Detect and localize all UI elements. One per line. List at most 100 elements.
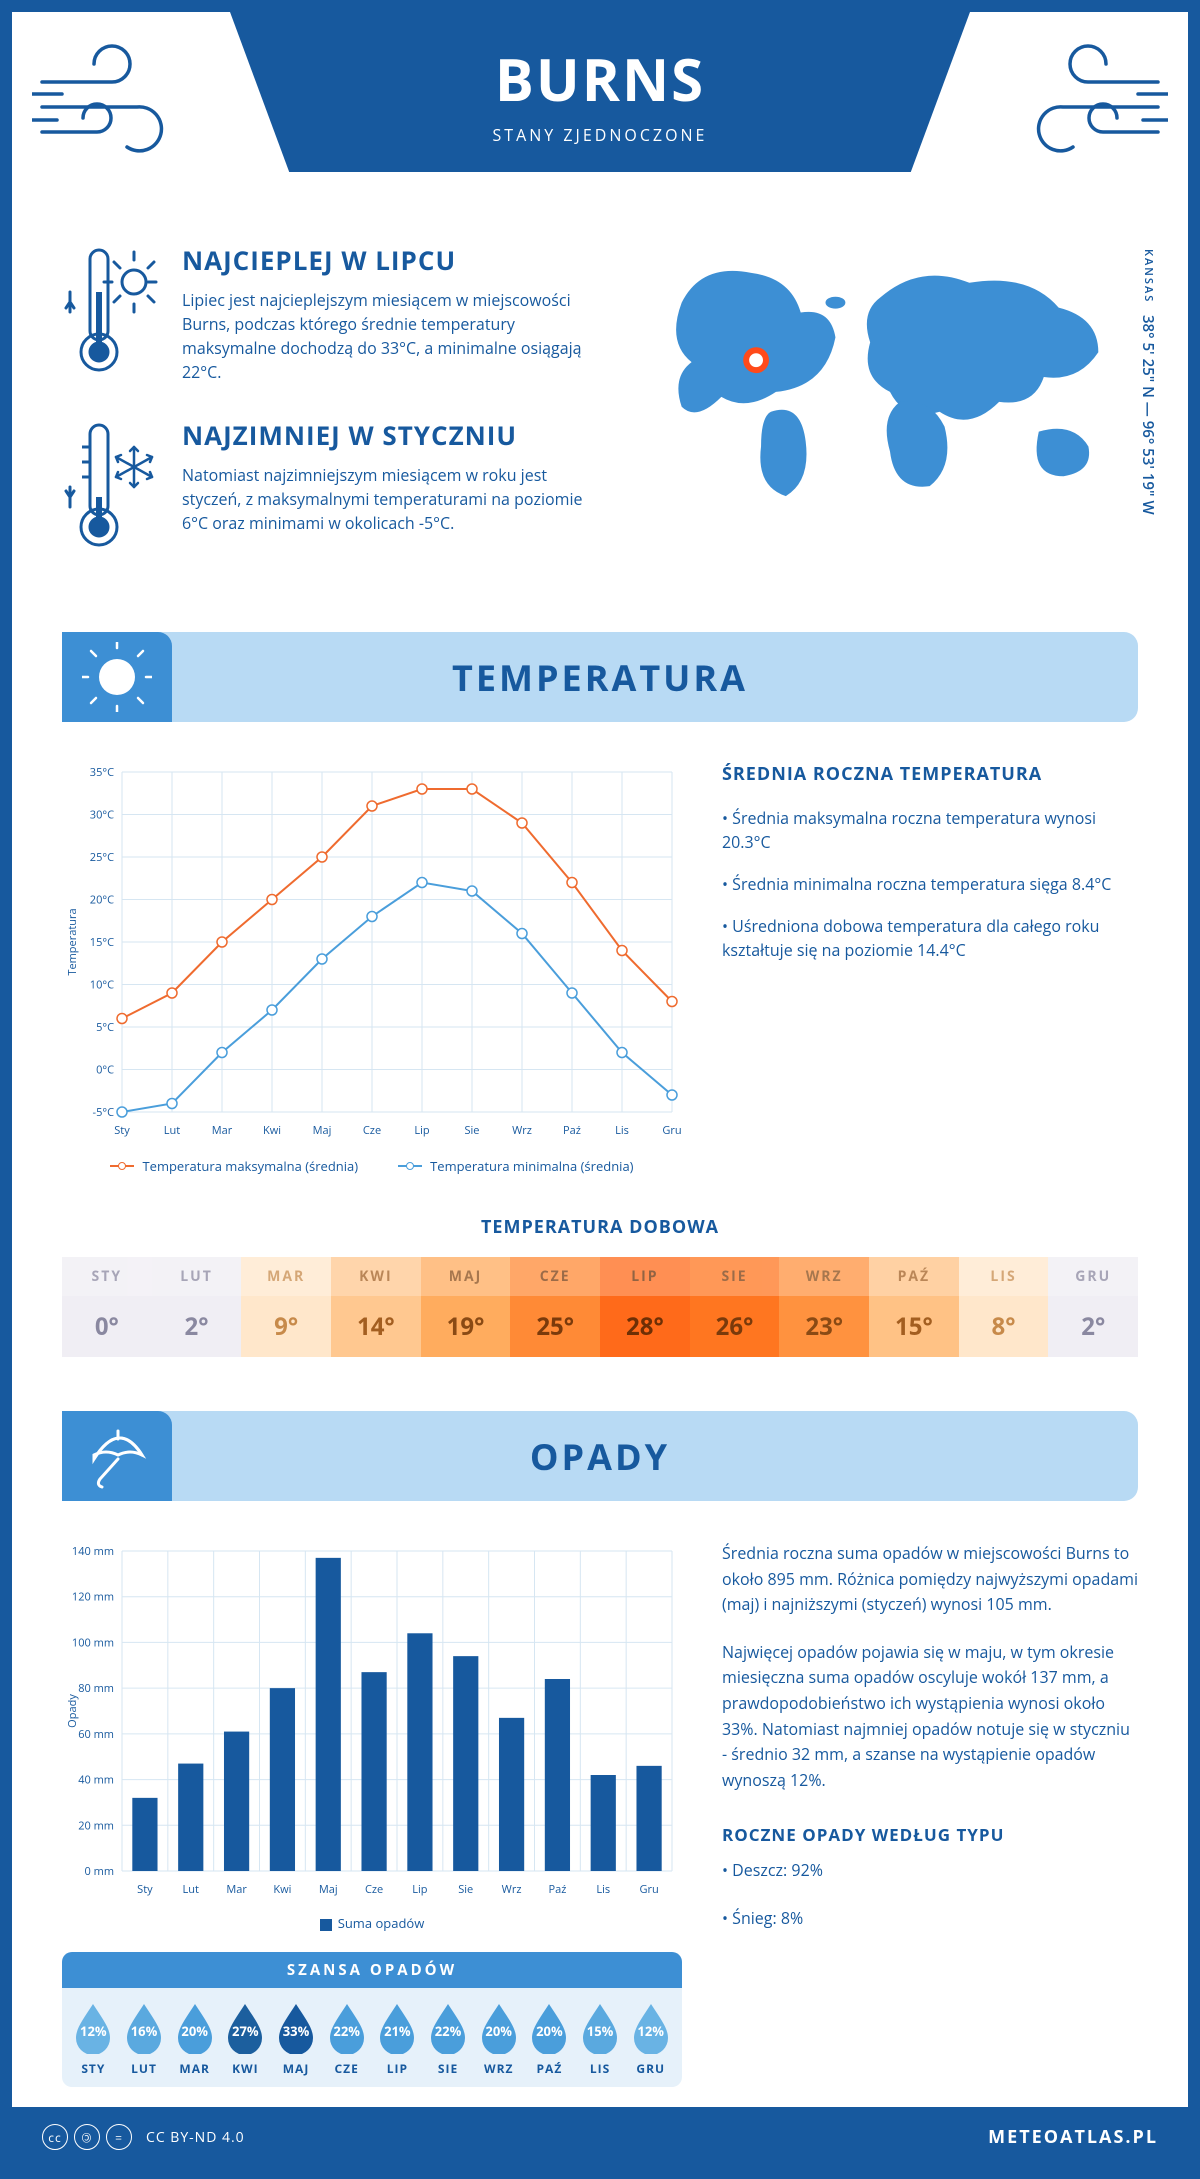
- chance-cell: 27%KWI: [220, 2002, 271, 2077]
- svg-text:Lut: Lut: [183, 1882, 199, 1897]
- legend-max: Temperatura maksymalna (średnia): [142, 1157, 358, 1175]
- svg-text:Lis: Lis: [596, 1882, 610, 1897]
- svg-text:100 mm: 100 mm: [72, 1635, 114, 1650]
- svg-text:0 mm: 0 mm: [84, 1864, 114, 1879]
- temperature-info: ŚREDNIA ROCZNA TEMPERATURA • Średnia mak…: [722, 762, 1138, 1175]
- precip-legend-label: Suma opadów: [338, 1914, 425, 1932]
- world-map: [642, 242, 1138, 522]
- hot-month-title: NAJCIEPLEJ W LIPCU: [182, 242, 602, 278]
- svg-text:Wrz: Wrz: [502, 1882, 522, 1897]
- cold-month-title: NAJZIMNIEJ W STYCZNIU: [182, 417, 602, 453]
- header: BURNS STANY ZJEDNOCZONE: [12, 12, 1188, 212]
- precip-info: Średnia roczna suma opadów w miejscowośc…: [722, 1541, 1138, 2087]
- svg-text:Cze: Cze: [365, 1882, 383, 1897]
- svg-text:-5°C: -5°C: [93, 1105, 115, 1120]
- location-marker: [746, 350, 766, 370]
- chance-cell: 33%MAJ: [271, 2002, 322, 2077]
- svg-text:Paź: Paź: [548, 1882, 566, 1897]
- chance-cell: 15%LIS: [575, 2002, 626, 2077]
- chance-cell: 22%CZE: [321, 2002, 372, 2077]
- header-banner: BURNS STANY ZJEDNOCZONE: [230, 12, 970, 172]
- thermometer-cold-icon: [62, 417, 162, 557]
- cc-icon: cc: [42, 2124, 68, 2150]
- svg-text:Kwi: Kwi: [273, 1882, 291, 1897]
- hot-month-text: Lipiec jest najcieplejszym miesiącem w m…: [182, 288, 602, 384]
- location-state: KANSAS: [1141, 249, 1156, 303]
- temp-info-b1: • Średnia maksymalna roczna temperatura …: [722, 806, 1138, 854]
- chance-cell: 12%STY: [68, 2002, 119, 2077]
- svg-text:35°C: 35°C: [90, 765, 114, 780]
- page-title: BURNS: [495, 39, 705, 118]
- daily-cell: PAŹ15°: [869, 1253, 959, 1361]
- rain-chance-box: SZANSA OPADÓW 12%STY16%LUT20%MAR27%KWI33…: [62, 1952, 682, 2087]
- daily-cell: KWI14°: [331, 1253, 421, 1361]
- daily-cell: STY0°: [62, 1253, 152, 1361]
- umbrella-icon: [82, 1421, 152, 1491]
- temperature-title: TEMPERATURA: [172, 653, 1028, 702]
- thermometer-hot-icon: [62, 242, 162, 382]
- svg-text:Lis: Lis: [615, 1123, 629, 1138]
- infographic-page: BURNS STANY ZJEDNOCZONE: [0, 0, 1200, 2179]
- temperature-chart-box: -5°C0°C5°C10°C15°C20°C25°C30°C35°CStyLut…: [62, 762, 682, 1175]
- svg-text:Lut: Lut: [164, 1123, 180, 1138]
- svg-text:Sty: Sty: [114, 1123, 130, 1138]
- svg-text:Opady: Opady: [65, 1694, 80, 1728]
- svg-text:Sie: Sie: [458, 1882, 473, 1897]
- svg-text:Cze: Cze: [363, 1123, 381, 1138]
- license-text: CC BY-ND 4.0: [146, 2128, 245, 2147]
- brand-name: METEOATLAS.PL: [988, 2125, 1158, 2149]
- footer: cc 🄯 = CC BY-ND 4.0 METEOATLAS.PL: [12, 2107, 1188, 2167]
- precip-title: OPADY: [172, 1432, 1028, 1481]
- daily-cell: GRU2°: [1048, 1253, 1138, 1361]
- temperature-section-header: TEMPERATURA: [62, 632, 1138, 722]
- svg-text:25°C: 25°C: [90, 850, 114, 865]
- precip-p2: Najwięcej opadów pojawia się w maju, w t…: [722, 1640, 1138, 1794]
- svg-text:Sty: Sty: [137, 1882, 153, 1897]
- daily-cell: MAR9°: [241, 1253, 331, 1361]
- svg-text:20°C: 20°C: [90, 893, 114, 908]
- daily-cell: MAJ19°: [421, 1253, 511, 1361]
- rain-chance-title: SZANSA OPADÓW: [62, 1952, 682, 1988]
- daily-cell: LIS8°: [959, 1253, 1049, 1361]
- hot-month-block: NAJCIEPLEJ W LIPCU Lipiec jest najcieple…: [62, 242, 602, 387]
- precip-legend: Suma opadów: [62, 1914, 682, 1932]
- wind-icon: [998, 32, 1168, 172]
- precip-p1: Średnia roczna suma opadów w miejscowośc…: [722, 1541, 1138, 1618]
- svg-text:Sie: Sie: [465, 1123, 480, 1138]
- daily-cell: LUT2°: [152, 1253, 242, 1361]
- temp-info-b2: • Średnia minimalna roczna temperatura s…: [722, 872, 1138, 896]
- svg-text:5°C: 5°C: [96, 1020, 114, 1035]
- svg-text:40 mm: 40 mm: [78, 1773, 114, 1788]
- svg-text:140 mm: 140 mm: [72, 1544, 114, 1559]
- svg-text:Lip: Lip: [414, 1123, 430, 1138]
- daily-cell: LIP28°: [600, 1253, 690, 1361]
- svg-text:Lip: Lip: [412, 1882, 428, 1897]
- nd-icon: =: [106, 2124, 132, 2150]
- svg-text:60 mm: 60 mm: [78, 1727, 114, 1742]
- by-icon: 🄯: [74, 2124, 100, 2150]
- precip-rain: • Deszcz: 92%: [722, 1858, 1138, 1884]
- wind-icon: [32, 32, 202, 172]
- temperature-line-chart: -5°C0°C5°C10°C15°C20°C25°C30°C35°CStyLut…: [62, 762, 682, 1142]
- location-coords: 38° 5' 25" N — 96° 53' 19" W: [1138, 315, 1158, 515]
- chance-cell: 16%LUT: [119, 2002, 170, 2077]
- svg-text:Mar: Mar: [226, 1882, 247, 1897]
- svg-text:Paź: Paź: [563, 1123, 581, 1138]
- svg-text:15°C: 15°C: [90, 935, 114, 950]
- coordinates: KANSAS 38° 5' 25" N — 96° 53' 19" W: [1138, 242, 1158, 522]
- svg-text:30°C: 30°C: [90, 808, 114, 823]
- daily-temp-table: STY0°LUT2°MAR9°KWI14°MAJ19°CZE25°LIP28°S…: [62, 1253, 1138, 1361]
- intro-section: NAJCIEPLEJ W LIPCU Lipiec jest najcieple…: [12, 212, 1188, 632]
- chance-cell: 12%GRU: [625, 2002, 676, 2077]
- daily-cell: WRZ23°: [779, 1253, 869, 1361]
- svg-text:Temperatura: Temperatura: [65, 908, 80, 975]
- svg-text:120 mm: 120 mm: [72, 1590, 114, 1605]
- precip-bar-chart: 0 mm20 mm40 mm60 mm80 mm100 mm120 mm140 …: [62, 1541, 682, 1901]
- precip-snow: • Śnieg: 8%: [722, 1906, 1138, 1932]
- cold-month-block: NAJZIMNIEJ W STYCZNIU Natomiast najzimni…: [62, 417, 602, 562]
- temperature-legend: Temperatura maksymalna (średnia) Tempera…: [62, 1157, 682, 1175]
- svg-text:0°C: 0°C: [96, 1063, 114, 1078]
- sun-icon: [82, 642, 152, 712]
- chance-cell: 20%WRZ: [473, 2002, 524, 2077]
- precip-type-title: ROCZNE OPADY WEDŁUG TYPU: [722, 1823, 1138, 1846]
